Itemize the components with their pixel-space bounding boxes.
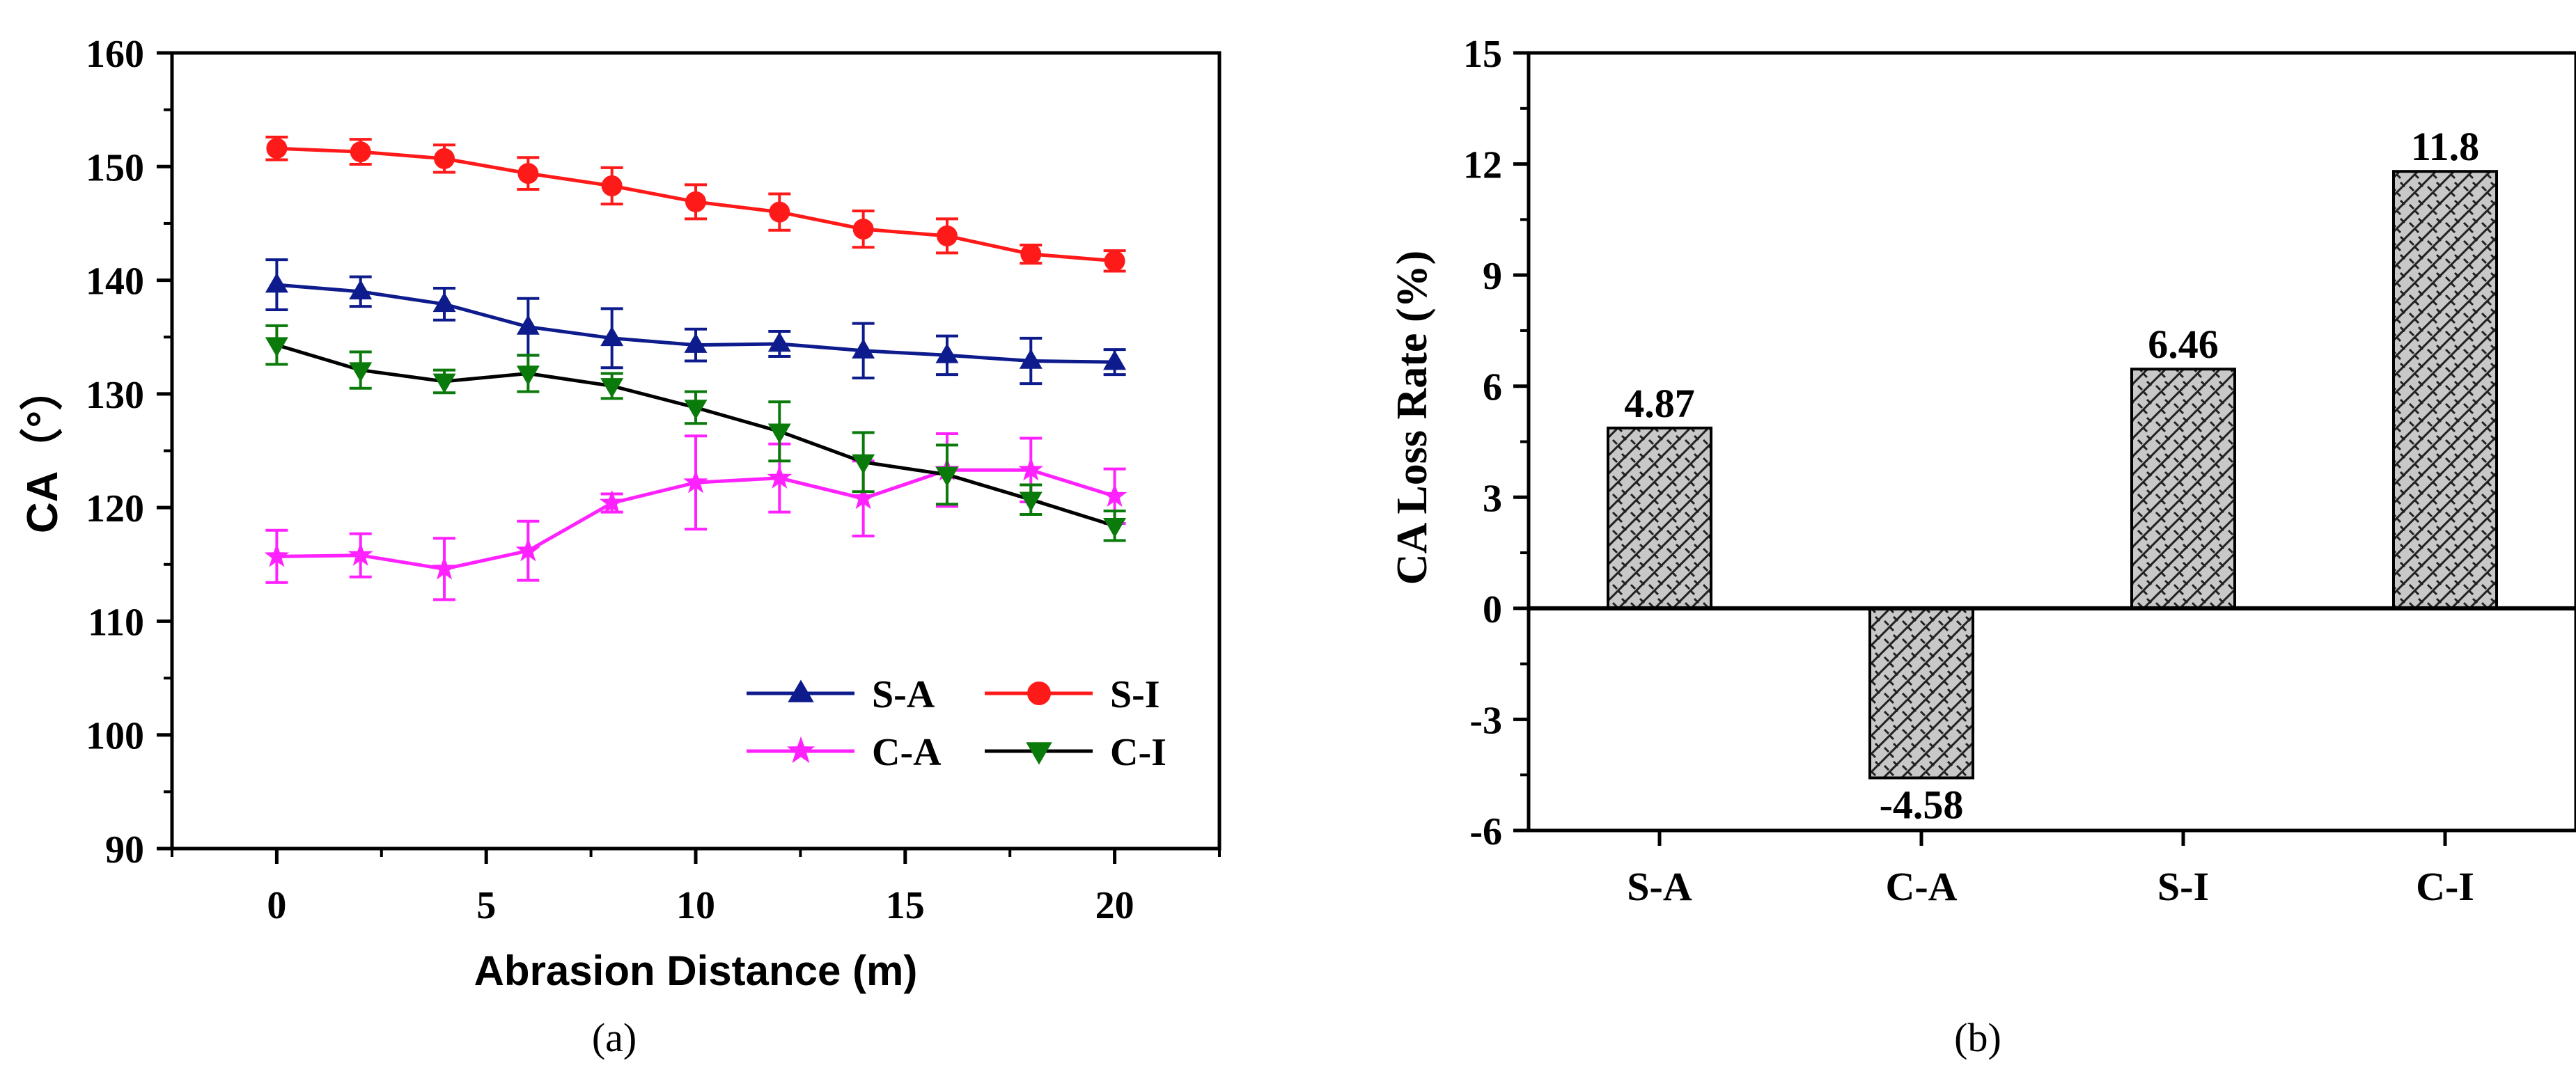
data-point <box>1102 483 1127 507</box>
x-tick-label-b: S-I <box>2157 864 2209 909</box>
data-point <box>432 292 456 313</box>
data-point <box>769 201 790 223</box>
x-tick-label-a: 0 <box>267 884 286 927</box>
data-point <box>684 400 708 420</box>
bar-C-I <box>2392 170 2498 610</box>
data-point <box>767 464 793 489</box>
series-S-A <box>265 258 1127 386</box>
data-point <box>852 338 875 359</box>
data-point <box>852 454 875 475</box>
x-tick-label-a: 5 <box>476 884 496 927</box>
y-tick-label-a: 100 <box>86 715 144 758</box>
data-point <box>432 556 457 580</box>
data-point <box>265 272 288 293</box>
y-tick-label-a: 140 <box>86 260 144 304</box>
x-tick-label-a: 15 <box>886 884 925 927</box>
legend-marker-S-I <box>1027 682 1051 705</box>
data-point <box>684 333 708 353</box>
data-point <box>600 326 624 347</box>
data-point <box>350 141 371 163</box>
y-axis-label-a: CA（°） <box>18 368 67 533</box>
data-point <box>767 423 791 443</box>
bar-S-A <box>1607 426 1712 610</box>
legend-label-S-I: S-I <box>1110 673 1160 716</box>
legend-label-C-I: C-I <box>1110 731 1166 774</box>
data-point <box>1019 349 1043 369</box>
legend-marker-C-A <box>786 736 815 764</box>
x-tick-label-a: 20 <box>1095 884 1134 927</box>
data-point <box>515 537 541 562</box>
legend-label-S-A: S-A <box>872 673 935 716</box>
data-point <box>1104 250 1125 271</box>
x-axis-label-a: Abrasion Distance (m) <box>474 947 918 994</box>
value-label-b: -4.58 <box>1880 782 1964 827</box>
y-tick-label-b: 9 <box>1483 255 1502 298</box>
series-C-I <box>265 324 1127 542</box>
bar-S-I <box>2130 368 2236 610</box>
y-tick-label-b: 12 <box>1463 144 1502 187</box>
data-point <box>434 148 455 169</box>
y-axis-label-b: CA Loss Rate (%) <box>1389 251 1436 585</box>
legend: S-A S-I C-A C-I <box>747 673 1166 774</box>
y-tick-label-b: 15 <box>1463 33 1502 76</box>
data-point <box>767 331 791 352</box>
data-point <box>936 225 958 246</box>
y-tick-label-a: 110 <box>88 601 144 644</box>
y-tick-label-a: 120 <box>86 487 144 530</box>
panel-label-b: (b) <box>1954 1015 2001 1060</box>
data-point <box>1103 518 1127 538</box>
data-point <box>852 219 874 240</box>
y-tick-label-b: 0 <box>1483 588 1502 631</box>
y-tick-label-a: 160 <box>86 33 144 76</box>
data-point <box>516 315 540 335</box>
value-label-b: 11.8 <box>2411 124 2479 169</box>
value-label-b: 4.87 <box>1624 381 1695 426</box>
data-point <box>1020 244 1042 265</box>
legend-marker-S-A <box>788 679 814 702</box>
value-label-b: 6.46 <box>2148 322 2219 367</box>
x-tick-label-a: 10 <box>676 884 715 927</box>
series-S-I <box>265 135 1126 273</box>
data-point <box>683 469 708 494</box>
chart-panel-b: -6 -3 0 3 6 9 12 15 S-A 4.87 C-A -4.58 S-I 6.46 C-I 11.… <box>1389 33 2576 1060</box>
data-point <box>266 138 288 159</box>
chart-panel-a: 90 100 110 120 130 140 150 160 0 5 10 15 20 Abrasion… <box>18 33 1221 1060</box>
data-point <box>265 337 288 357</box>
data-point <box>935 343 959 363</box>
panel-label-a: (a) <box>592 1015 637 1060</box>
data-point <box>601 175 623 197</box>
x-tick-label-b: C-I <box>2416 864 2474 909</box>
y-tick-label-b: 6 <box>1483 366 1502 409</box>
data-point <box>516 365 540 386</box>
data-point <box>432 373 456 394</box>
y-tick-label-a: 130 <box>86 374 144 417</box>
y-tick-label-b: -3 <box>1469 699 1502 742</box>
legend-marker-C-I <box>1026 742 1052 765</box>
data-point <box>1018 457 1044 481</box>
data-point <box>1019 491 1043 512</box>
x-tick-label-b: S-A <box>1627 864 1692 909</box>
y-tick-label-b: -6 <box>1469 810 1502 853</box>
data-point <box>600 378 624 398</box>
data-point <box>1103 349 1127 370</box>
y-tick-label-b: 3 <box>1483 477 1502 520</box>
data-point <box>348 542 373 566</box>
data-point <box>517 163 539 184</box>
bar-C-A <box>1868 606 1974 780</box>
series-C-A <box>264 432 1127 601</box>
data-point <box>349 362 373 382</box>
data-point <box>935 466 959 487</box>
y-tick-label-a: 90 <box>105 828 144 872</box>
x-tick-label-b: C-A <box>1885 864 1957 909</box>
data-point <box>599 489 625 514</box>
data-point <box>349 279 373 300</box>
data-point <box>850 485 876 510</box>
legend-label-C-A: C-A <box>872 731 942 774</box>
data-point <box>264 543 290 567</box>
data-point <box>685 191 706 212</box>
y-tick-label-a: 150 <box>86 146 144 189</box>
